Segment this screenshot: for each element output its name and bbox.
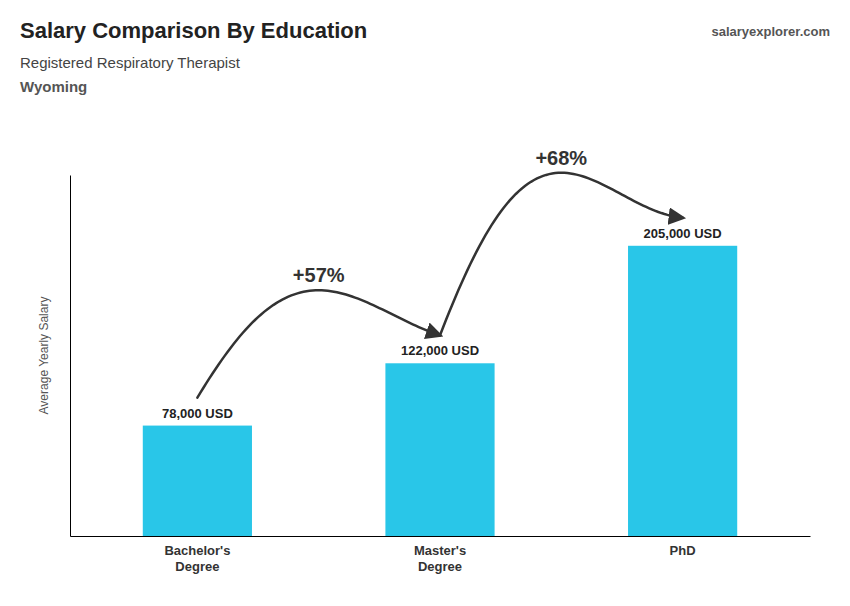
data-labels: 78,000 USD 122,000 USD 205,000 USD xyxy=(162,226,722,421)
subtitle: Wyoming xyxy=(20,78,87,95)
x-tick: Bachelor'sDegree xyxy=(164,543,230,574)
credit: salaryexplorer.com xyxy=(711,24,830,39)
data-label: 205,000 USD xyxy=(644,226,722,241)
x-tick-label: Master'sDegree xyxy=(414,543,466,574)
bar xyxy=(385,363,494,536)
x-tick: Master'sDegree xyxy=(414,543,466,574)
x-tick: PhD xyxy=(670,543,696,558)
data-label: 78,000 USD xyxy=(162,406,233,421)
y-axis-label: Average Yearly Salary xyxy=(37,297,51,415)
subtitle: Registered Respiratory Therapist xyxy=(20,54,241,71)
x-axis-line xyxy=(71,536,811,537)
x-axis: Bachelor'sDegreeMaster'sDegreePhD xyxy=(71,537,811,574)
x-tick-label-line: Bachelor's xyxy=(164,543,230,558)
chart-svg: Salary Comparison By Education Registered… xyxy=(0,0,850,606)
data-label: 122,000 USD xyxy=(401,343,479,358)
x-tick-label: PhD xyxy=(670,543,696,558)
step-arrow xyxy=(440,173,683,336)
step-label: +57% xyxy=(293,264,345,286)
y-axis xyxy=(70,176,71,537)
x-tick-label: Bachelor'sDegree xyxy=(164,543,230,574)
step-arrow xyxy=(197,290,440,397)
chart-container: Salary Comparison By Education Registered… xyxy=(0,0,850,606)
bars xyxy=(143,246,737,536)
x-tick-label-line: PhD xyxy=(670,543,696,558)
y-axis-line xyxy=(70,176,71,537)
bar xyxy=(628,246,737,536)
x-tick-label-line: Master's xyxy=(414,543,466,558)
step-label: +68% xyxy=(535,147,587,169)
annotations: +57% +68% salaryexplorer.com xyxy=(197,24,830,398)
x-tick-label-line: Degree xyxy=(418,559,462,574)
title: Salary Comparison By Education xyxy=(20,18,367,43)
bar xyxy=(143,426,252,536)
x-tick-label-line: Degree xyxy=(175,559,219,574)
